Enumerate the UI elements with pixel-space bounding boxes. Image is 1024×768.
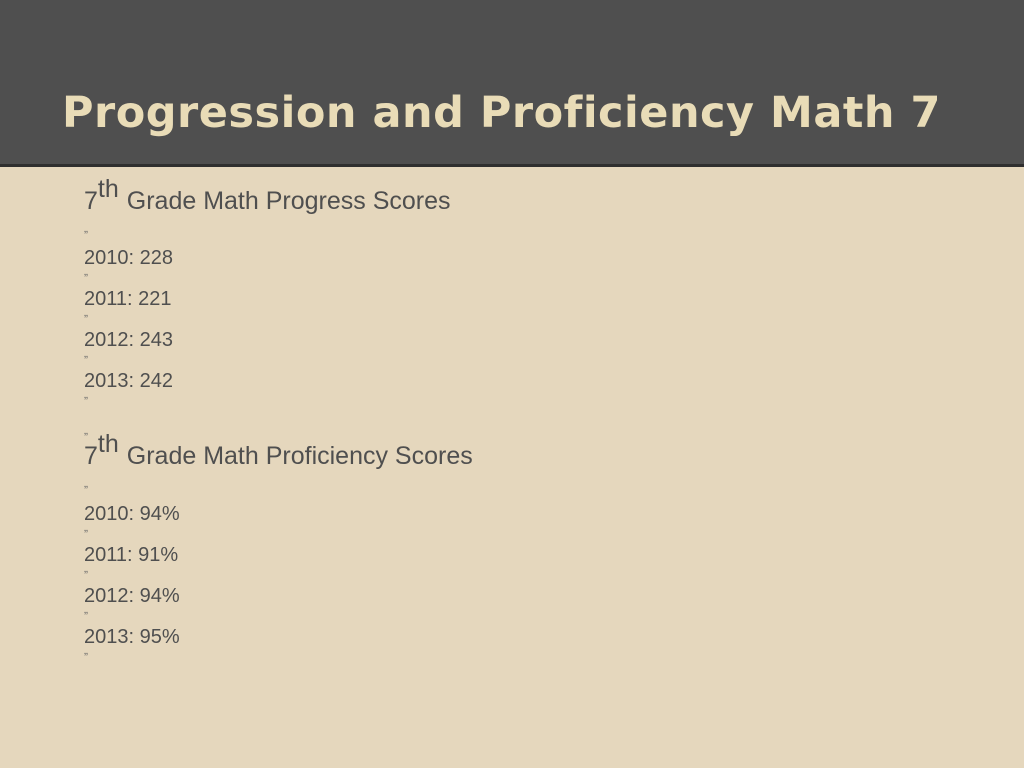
proficiency-heading-number: 7 <box>84 442 98 470</box>
progress-item: 2011: 221 <box>84 288 172 310</box>
progress-heading-text: Grade Math Progress Scores <box>126 187 451 215</box>
bullet-glyph: „ <box>84 602 88 616</box>
bullet-glyph: „ <box>84 561 88 575</box>
bullet-glyph: „ <box>84 476 88 490</box>
proficiency-heading: 7th Grade Math Proficiency Scores <box>84 430 473 471</box>
progress-heading-suffix: th <box>97 175 119 203</box>
bullet-glyph: „ <box>84 305 88 319</box>
progress-item: 2013: 242 <box>84 370 173 392</box>
bullet-glyph: „ <box>84 423 88 437</box>
bullet-glyph: „ <box>84 643 88 657</box>
bullet-glyph: „ <box>84 520 88 534</box>
progress-heading-number: 7 <box>84 187 98 215</box>
bullet-glyph: „ <box>84 387 88 401</box>
bullet-glyph: „ <box>84 346 88 360</box>
proficiency-item: 2012: 94% <box>84 585 180 607</box>
title-bar: Progression and Proficiency Math 7 <box>0 0 1024 167</box>
bullet-glyph: „ <box>84 264 88 278</box>
proficiency-item: 2010: 94% <box>84 503 180 525</box>
bullet-glyph: „ <box>84 221 88 235</box>
proficiency-heading-suffix: th <box>97 430 119 458</box>
proficiency-item: 2011: 91% <box>84 544 179 566</box>
progress-item: 2012: 243 <box>84 329 173 351</box>
proficiency-heading-text: Grade Math Proficiency Scores <box>126 442 473 470</box>
progress-item: 2010: 228 <box>84 247 173 269</box>
proficiency-item: 2013: 95% <box>84 626 180 648</box>
slide-title: Progression and Proficiency Math 7 <box>62 88 941 138</box>
progress-heading: 7th Grade Math Progress Scores <box>84 175 451 216</box>
